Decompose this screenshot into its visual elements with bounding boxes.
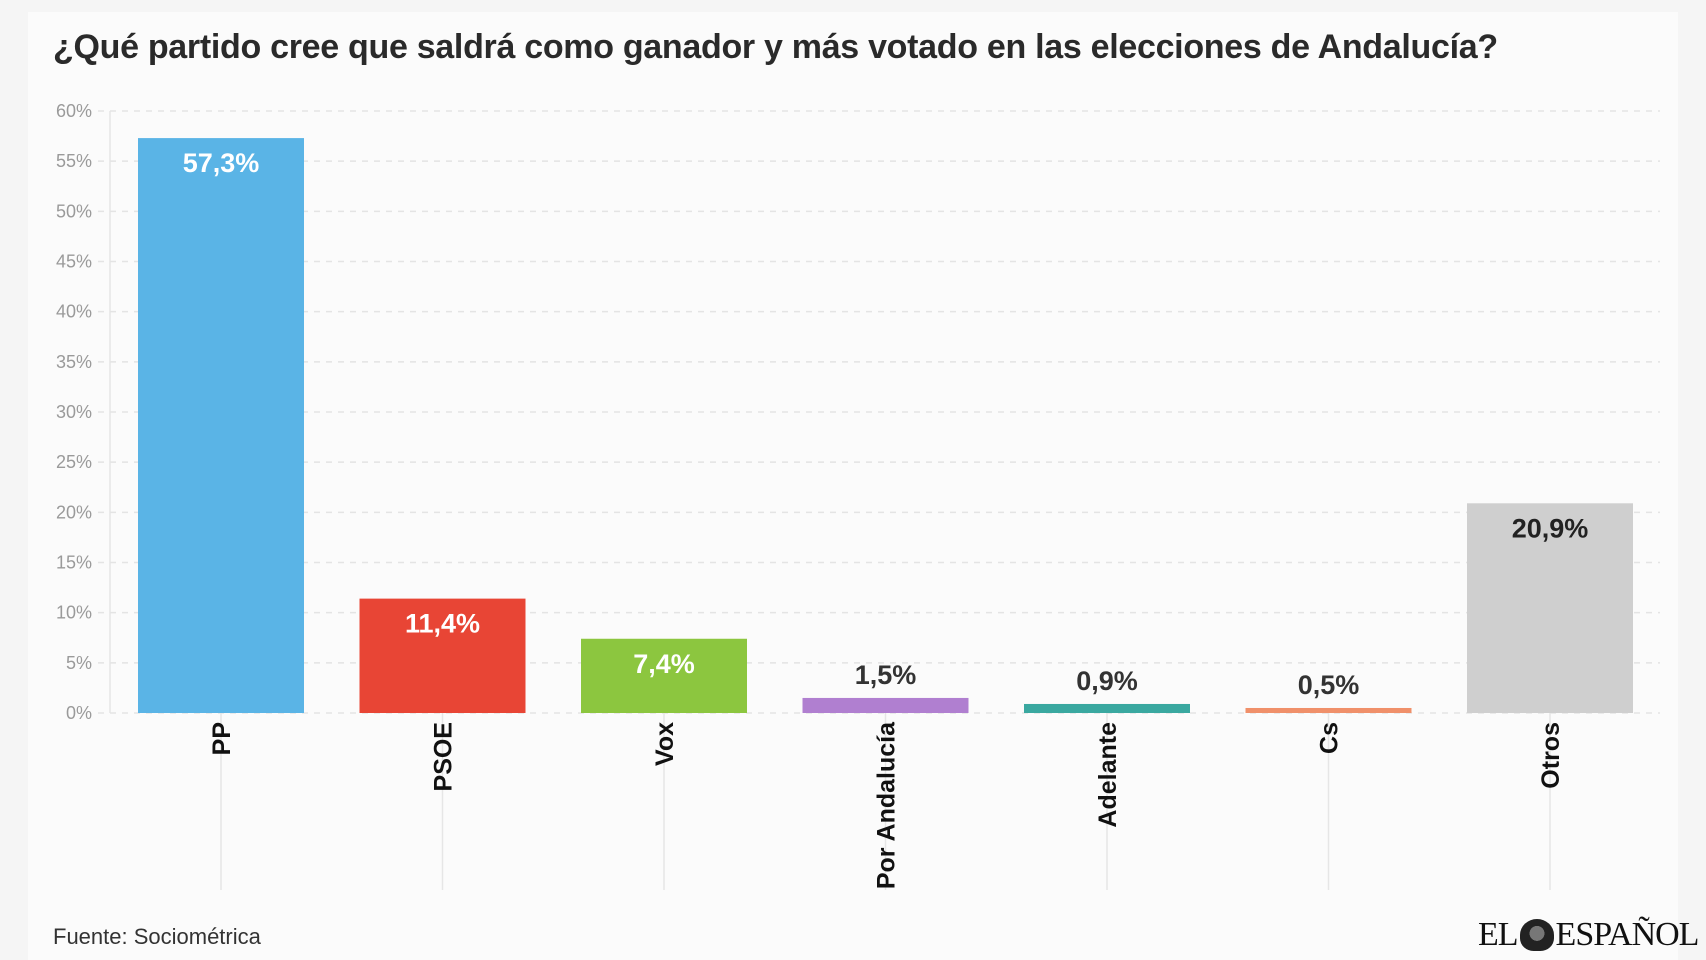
y-tick-label: 10% (56, 603, 92, 623)
y-tick-label: 55% (56, 151, 92, 171)
data-label: 11,4% (405, 609, 480, 639)
y-tick-label: 15% (56, 553, 92, 573)
bar-por-andalucía (802, 697, 969, 713)
x-tick-label: Por Andalucía (873, 721, 901, 889)
x-tick-label: Otros (1537, 722, 1565, 789)
el-espanol-logo: EL ESPAÑOL (1478, 916, 1699, 953)
data-label: 0,5% (1298, 670, 1360, 700)
y-tick-label: 50% (56, 201, 92, 221)
x-tick-label: PSOE (430, 722, 458, 791)
y-tick-label: 35% (56, 352, 92, 372)
data-label: 7,4% (633, 649, 695, 679)
data-label: 1,5% (855, 660, 917, 690)
bar-otros (1467, 503, 1633, 713)
bar-adelante (1024, 703, 1190, 713)
y-tick-label: 30% (56, 402, 92, 422)
y-tick-label: 25% (56, 452, 92, 472)
bar-vox (581, 638, 747, 713)
x-tick-label: Vox (651, 722, 679, 766)
source-note: Fuente: Sociométrica (53, 924, 261, 949)
bar-psoe (359, 598, 526, 713)
x-tick-label: Cs (1316, 722, 1344, 754)
bar-pp (138, 138, 304, 714)
data-label: 20,9% (1512, 513, 1589, 543)
chart-title: ¿Qué partido cree que saldrá como ganado… (53, 28, 1498, 66)
bar-cs (1245, 707, 1412, 713)
y-tick-label: 40% (56, 302, 92, 322)
y-tick-label: 0% (66, 703, 92, 723)
y-tick-label: 5% (66, 653, 92, 673)
data-label: 57,3% (183, 148, 260, 178)
y-tick-label: 20% (56, 502, 92, 522)
y-tick-label: 60% (56, 101, 92, 121)
data-label: 0,9% (1076, 666, 1138, 696)
lion-icon (1519, 919, 1554, 951)
x-tick-label: Adelante (1094, 722, 1122, 828)
x-tick-label: PP (208, 722, 236, 755)
y-tick-label: 45% (56, 252, 92, 272)
